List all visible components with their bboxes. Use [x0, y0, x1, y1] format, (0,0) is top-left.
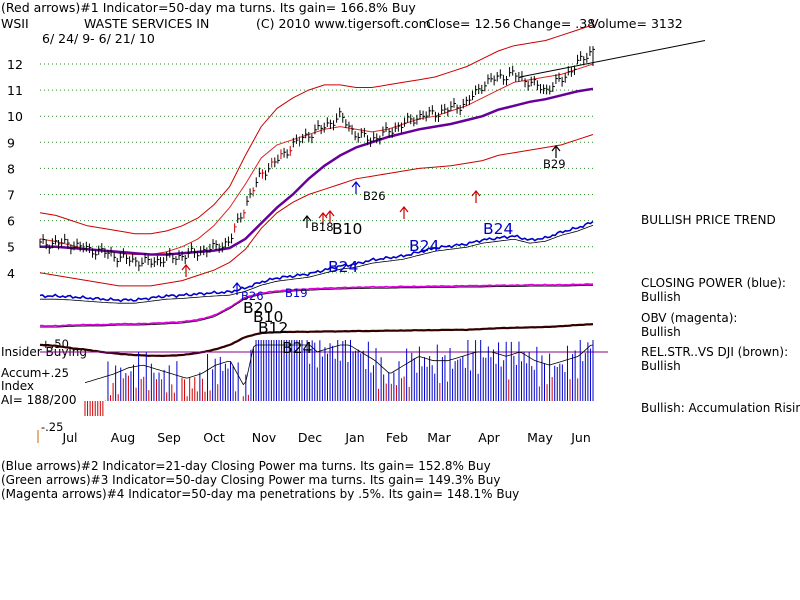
blue-buy-arrow-head [351, 181, 361, 188]
accum-label: Accum [1, 366, 42, 380]
signal-label: B26 [241, 289, 264, 303]
y-tick-label: 12 [7, 57, 23, 72]
resistance-line [519, 40, 706, 78]
accum-ma-line [84, 344, 594, 386]
y-tick-label: 6 [7, 214, 15, 229]
ma50-line [40, 87, 594, 256]
accum-mid-tick: +.25 [41, 366, 69, 380]
red-buy-arrow-head [181, 264, 191, 271]
upper-band-line [39, 24, 594, 235]
signal-label: B26 [363, 189, 386, 203]
red-buy-arrow-head [318, 212, 328, 219]
red-buy-arrow-head [325, 210, 335, 217]
signal-label: B10 [332, 220, 362, 238]
month-tick-label: Mar [427, 430, 451, 445]
signal-label: B29 [543, 157, 566, 171]
ai-value: AI= 188/200 [1, 393, 77, 407]
indicator-4-line: (Magenta arrows)#4 Indicator=50-day ma p… [1, 487, 520, 501]
y-tick-label: 10 [7, 109, 23, 124]
volume-value: Volume= 3132 [590, 16, 683, 31]
y-tick-label: 5 [7, 240, 15, 255]
y-tick-label: 8 [7, 161, 15, 176]
obv-value: Bullish [641, 325, 681, 339]
relstr-line [39, 323, 594, 358]
y-tick-label: 4 [7, 266, 15, 281]
closing-power-value: Bullish [641, 290, 681, 304]
price-trend-status: BULLISH PRICE TREND [641, 213, 776, 227]
month-tick-label: May [527, 430, 553, 445]
signal-label: B24 [328, 258, 358, 276]
blue-buy-arrow-head [232, 282, 242, 289]
red-buy-arrow-head [471, 190, 481, 197]
ticker-symbol: WSII [1, 16, 29, 31]
signal-label: B24 [409, 237, 439, 255]
black-buy-arrow-head [302, 215, 312, 222]
red-buy-arrow-head [399, 206, 409, 213]
month-tick-label: Sep [157, 430, 181, 445]
company-name: WASTE SERVICES IN [84, 16, 210, 31]
month-tick-label: Feb [386, 430, 408, 445]
closing-power-ma-line [40, 224, 594, 304]
month-tick-label: Jul [61, 430, 77, 445]
obv-line [39, 283, 594, 328]
month-tick-label: Jun [570, 430, 591, 445]
indicator-1-line: (Red arrows)#1 Indicator=50-day ma turns… [1, 0, 416, 15]
lower-band-line [39, 134, 594, 287]
black-buy-arrow-head [551, 145, 561, 152]
month-tick-label: Aug [111, 430, 135, 445]
relstr-value: Bullish [641, 359, 681, 373]
signal-label: B24 [282, 339, 312, 357]
indicator-2-line: (Blue arrows)#2 Indicator=21-day Closing… [1, 459, 491, 473]
signal-label: B24 [483, 220, 513, 238]
month-tick-label: Oct [203, 430, 225, 445]
month-tick-label: Nov [252, 430, 277, 445]
accum-bottom-tick: -.25 [41, 420, 64, 434]
close-value: Close= 12.56 [426, 16, 511, 31]
y-tick-label: 7 [7, 188, 15, 203]
signal-label: B20 [243, 299, 273, 317]
closing-power-label: CLOSING POWER (blue): [641, 276, 786, 290]
closing-power-line [39, 220, 594, 303]
change-value: Change= .38 [513, 16, 596, 31]
index-label: Index [1, 379, 35, 393]
y-tick-label: 11 [7, 83, 23, 98]
mid-band-line [39, 63, 594, 255]
month-tick-label: Jan [344, 430, 364, 445]
signal-label: B12 [258, 319, 288, 337]
obv-ma-line [40, 285, 594, 328]
signal-label: B18 [311, 220, 334, 234]
y-tick-label: 9 [7, 135, 15, 150]
copyright: (C) 2010 www.tigersoft.com [256, 16, 431, 31]
date-range: 6/ 24/ 9- 6/ 21/ 10 [42, 31, 155, 46]
relstr-label: REL.STR..VS DJI (brown): [641, 345, 789, 359]
signal-label: B10 [253, 308, 283, 326]
accum-status: Bullish: Accumulation Rising [641, 401, 800, 415]
month-tick-label: Apr [478, 430, 500, 445]
obv-label: OBV (magenta): [641, 311, 738, 325]
signal-label: B19 [285, 286, 308, 300]
indicator-3-line: (Green arrows)#3 Indicator=50-day Closin… [1, 473, 501, 487]
month-tick-label: Dec [298, 430, 322, 445]
